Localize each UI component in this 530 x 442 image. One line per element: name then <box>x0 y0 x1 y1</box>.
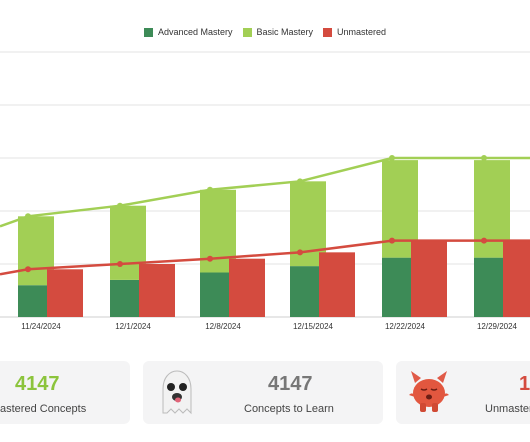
x-tick-label: 12/22/2024 <box>385 322 426 331</box>
x-tick-label: 12/15/2024 <box>293 322 334 331</box>
mastered-label: astered Concepts <box>0 403 87 415</box>
legend-swatch-advanced <box>143 27 153 37</box>
legend-label-unmastered: Unmastered <box>337 27 387 37</box>
devil-icon <box>409 371 449 412</box>
legend-swatch-unmastered <box>323 27 333 37</box>
x-tick-label: 11/24/2024 <box>21 322 61 331</box>
point-unmastered <box>389 237 395 244</box>
to-learn-count: 4147 <box>268 373 313 395</box>
legend-item-unmastered[interactable]: Unmastered <box>323 27 386 37</box>
bar-unmastered <box>229 258 265 317</box>
legend-item-basic[interactable]: Basic Mastery <box>242 27 314 37</box>
point-basic-mastery <box>297 178 303 185</box>
x-tick-label: 12/8/2024 <box>205 322 241 331</box>
legend-swatch-basic <box>242 27 252 37</box>
point-unmastered <box>207 255 213 262</box>
point-basic-mastery <box>207 186 213 193</box>
bar-unmastered <box>503 240 530 317</box>
point-basic-mastery <box>117 202 123 209</box>
card-mastered[interactable]: 4147 astered Concepts <box>0 361 130 424</box>
bar-unmastered <box>411 240 447 317</box>
chart-legend: Advanced Mastery Basic Mastery Unmastere… <box>0 27 530 37</box>
summary-cards: 4147 astered Concepts 4147 Concepts to L… <box>0 361 530 426</box>
point-unmastered <box>297 249 303 256</box>
to-learn-label: Concepts to Learn <box>244 403 334 415</box>
bar-unmastered <box>139 264 175 317</box>
legend-label-advanced: Advanced Mastery <box>157 27 233 37</box>
legend-item-advanced[interactable]: Advanced Mastery <box>143 27 233 37</box>
unmastered-label: Unmaster <box>485 403 530 415</box>
point-unmastered <box>25 266 31 273</box>
x-tick-label: 12/1/2024 <box>115 322 151 331</box>
point-basic-mastery <box>481 155 487 161</box>
card-unmastered[interactable]: 1 Unmaster <box>396 361 530 424</box>
point-basic-mastery <box>25 213 31 220</box>
point-unmastered <box>481 237 487 244</box>
point-basic-mastery <box>389 155 395 161</box>
line-unmastered <box>0 239 530 276</box>
x-tick-label: 12/29/2024 <box>477 322 518 331</box>
bar-unmastered <box>47 269 83 317</box>
bar-unmastered <box>319 252 355 317</box>
card-to-learn[interactable]: 4147 Concepts to Learn <box>143 361 383 424</box>
line-basic-mastery <box>0 156 530 228</box>
point-unmastered <box>117 261 123 267</box>
mastered-count: 4147 <box>15 373 60 395</box>
unmastered-count: 1 <box>519 373 530 395</box>
legend-label-basic: Basic Mastery <box>256 27 314 37</box>
ghost-icon <box>162 370 192 415</box>
mastery-chart: 11/24/2024 12/1/2024 12/8/2024 12/15/2024 12… <box>0 51 530 331</box>
